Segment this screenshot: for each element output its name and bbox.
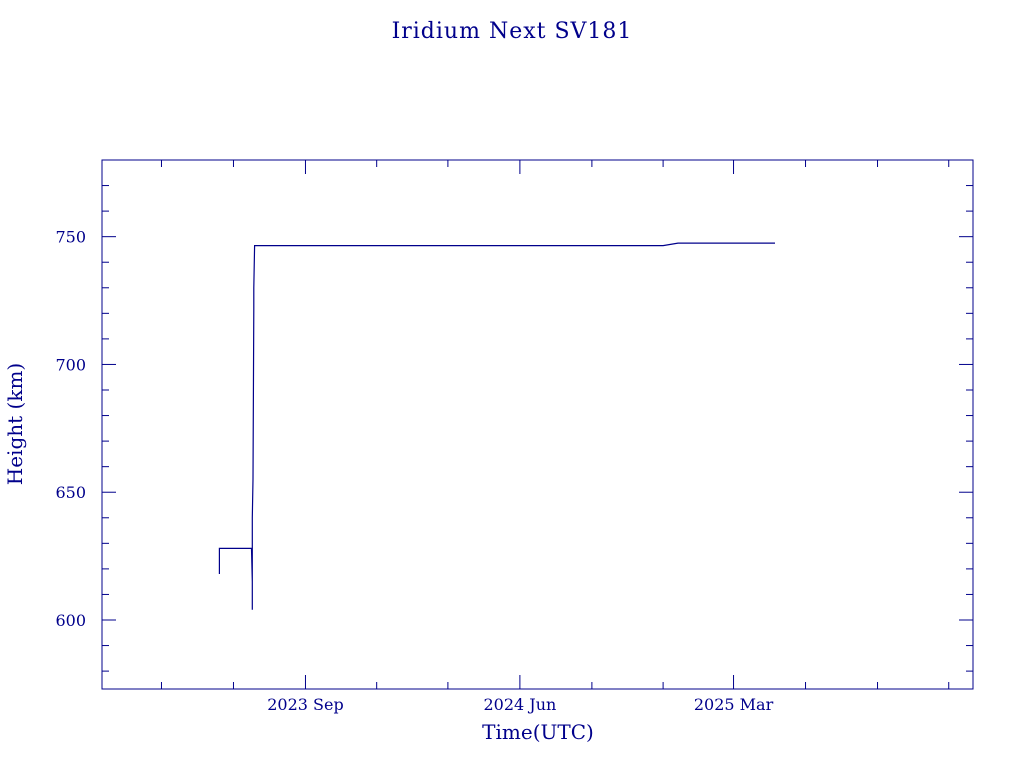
x-tick-label: 2023 Sep — [267, 695, 343, 714]
y-axis-label: Height (km) — [3, 363, 27, 485]
x-tick-labels: 2023 Sep 2024 Jun 2025 Mar — [267, 695, 773, 714]
y-tick-label: 650 — [55, 483, 86, 502]
plot-frame — [101, 159, 974, 690]
x-tick-label: 2025 Mar — [694, 695, 774, 714]
y-tick-label: 700 — [55, 355, 86, 374]
chart-title: Iridium Next SV181 — [392, 19, 633, 44]
axis-ticks — [102, 159, 973, 689]
y-tick-label: 600 — [55, 611, 86, 630]
x-axis-label: Time(UTC) — [482, 720, 594, 744]
height-series-line — [218, 242, 775, 610]
y-tick-labels: 600 650 700 750 — [55, 228, 86, 630]
y-tick-label: 750 — [55, 228, 86, 247]
x-tick-label: 2024 Jun — [483, 695, 556, 714]
